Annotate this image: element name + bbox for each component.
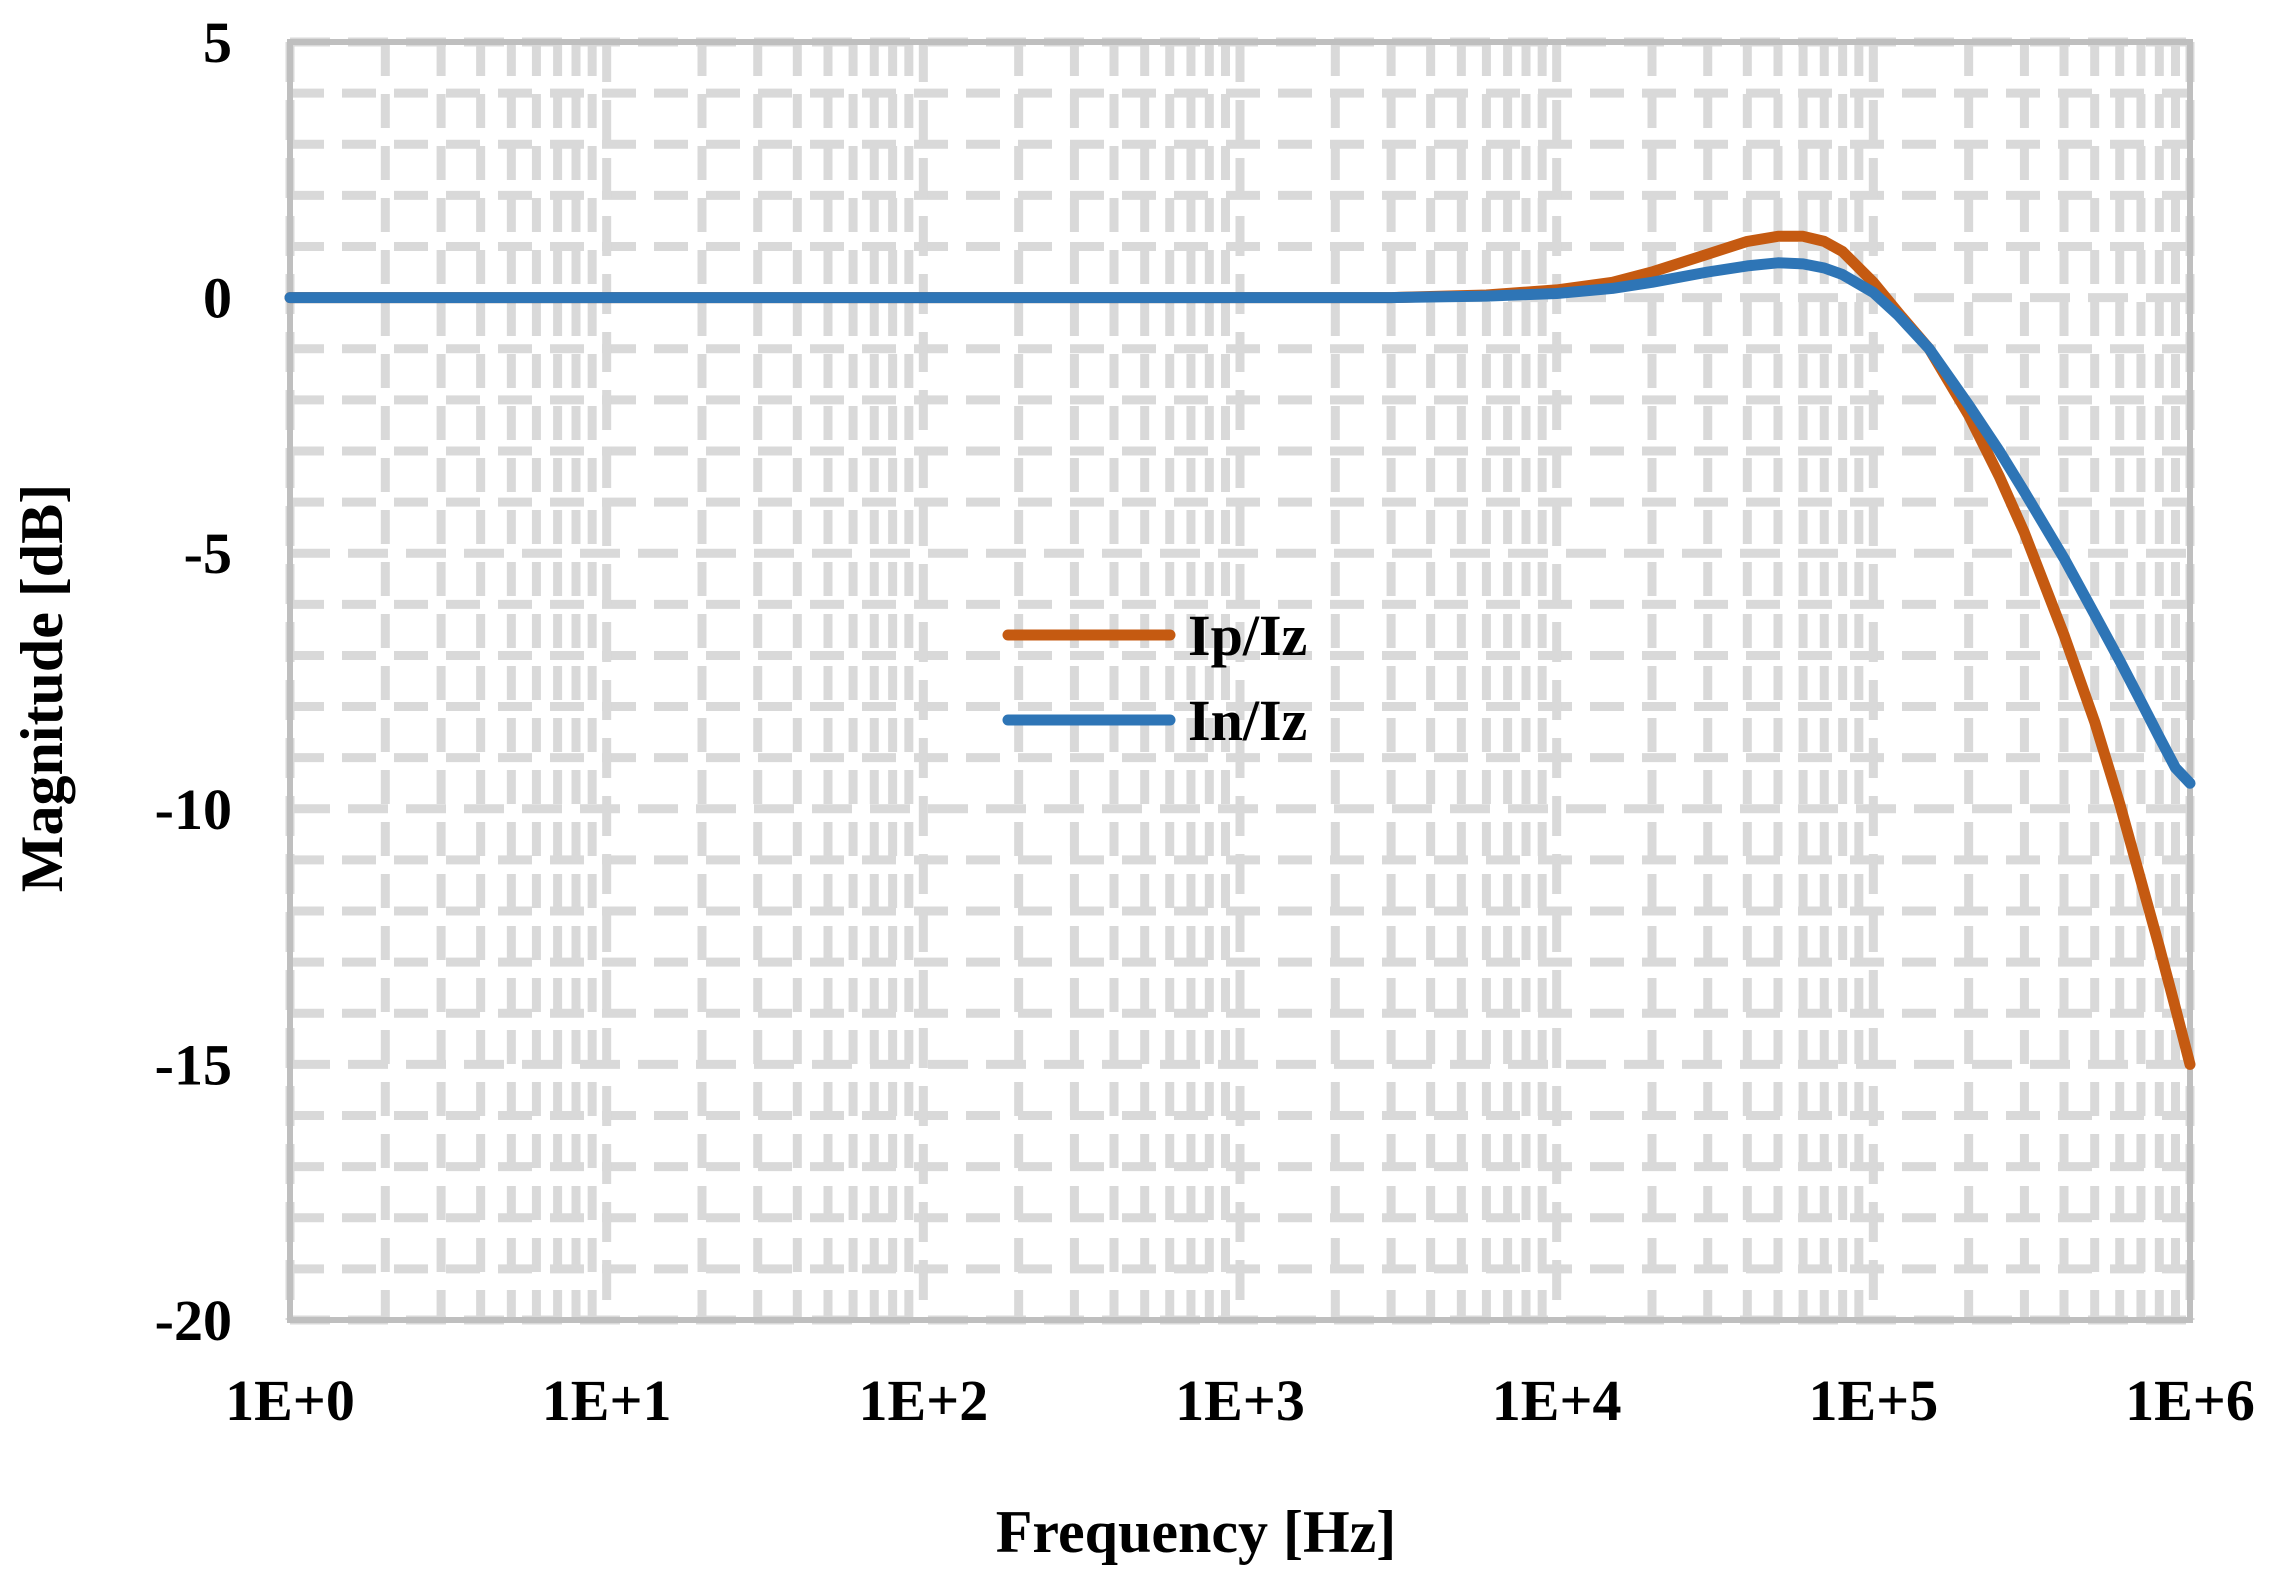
y-tick-label: 5 xyxy=(203,10,232,75)
x-tick-label: 1E+1 xyxy=(542,1368,672,1433)
x-tick-label: 1E+2 xyxy=(858,1368,988,1433)
y-tick-label: -5 xyxy=(184,521,232,586)
series-line-2 xyxy=(284,257,2196,789)
y-axis-title: Magnitude [dB] xyxy=(9,484,75,892)
series-layer xyxy=(284,230,2196,1070)
x-tick-label: 1E+5 xyxy=(1808,1368,1938,1433)
legend: Ip/Iz In/Iz xyxy=(1002,603,1307,753)
legend-label-2: In/Iz xyxy=(1188,688,1307,753)
legend-label-1: Ip/Iz xyxy=(1188,603,1307,668)
y-axis-tick-labels: 5 0 -5 -10 -15 -20 xyxy=(155,10,232,1353)
x-tick-label: 1E+3 xyxy=(1175,1368,1305,1433)
y-tick-label: 0 xyxy=(203,266,232,331)
x-tick-label: 1E+4 xyxy=(1492,1368,1622,1433)
x-tick-label: 1E+0 xyxy=(225,1368,355,1433)
y-tick-label: -10 xyxy=(155,777,232,842)
x-axis-tick-labels: 1E+0 1E+1 1E+2 1E+3 1E+4 1E+5 1E+6 xyxy=(225,1368,2255,1433)
x-axis-title: Frequency [Hz] xyxy=(996,1499,1396,1565)
plot-area-border xyxy=(287,39,2193,1323)
y-tick-label: -15 xyxy=(155,1032,232,1097)
x-tick-label: 1E+6 xyxy=(2125,1368,2255,1433)
y-tick-label: -20 xyxy=(155,1288,232,1353)
